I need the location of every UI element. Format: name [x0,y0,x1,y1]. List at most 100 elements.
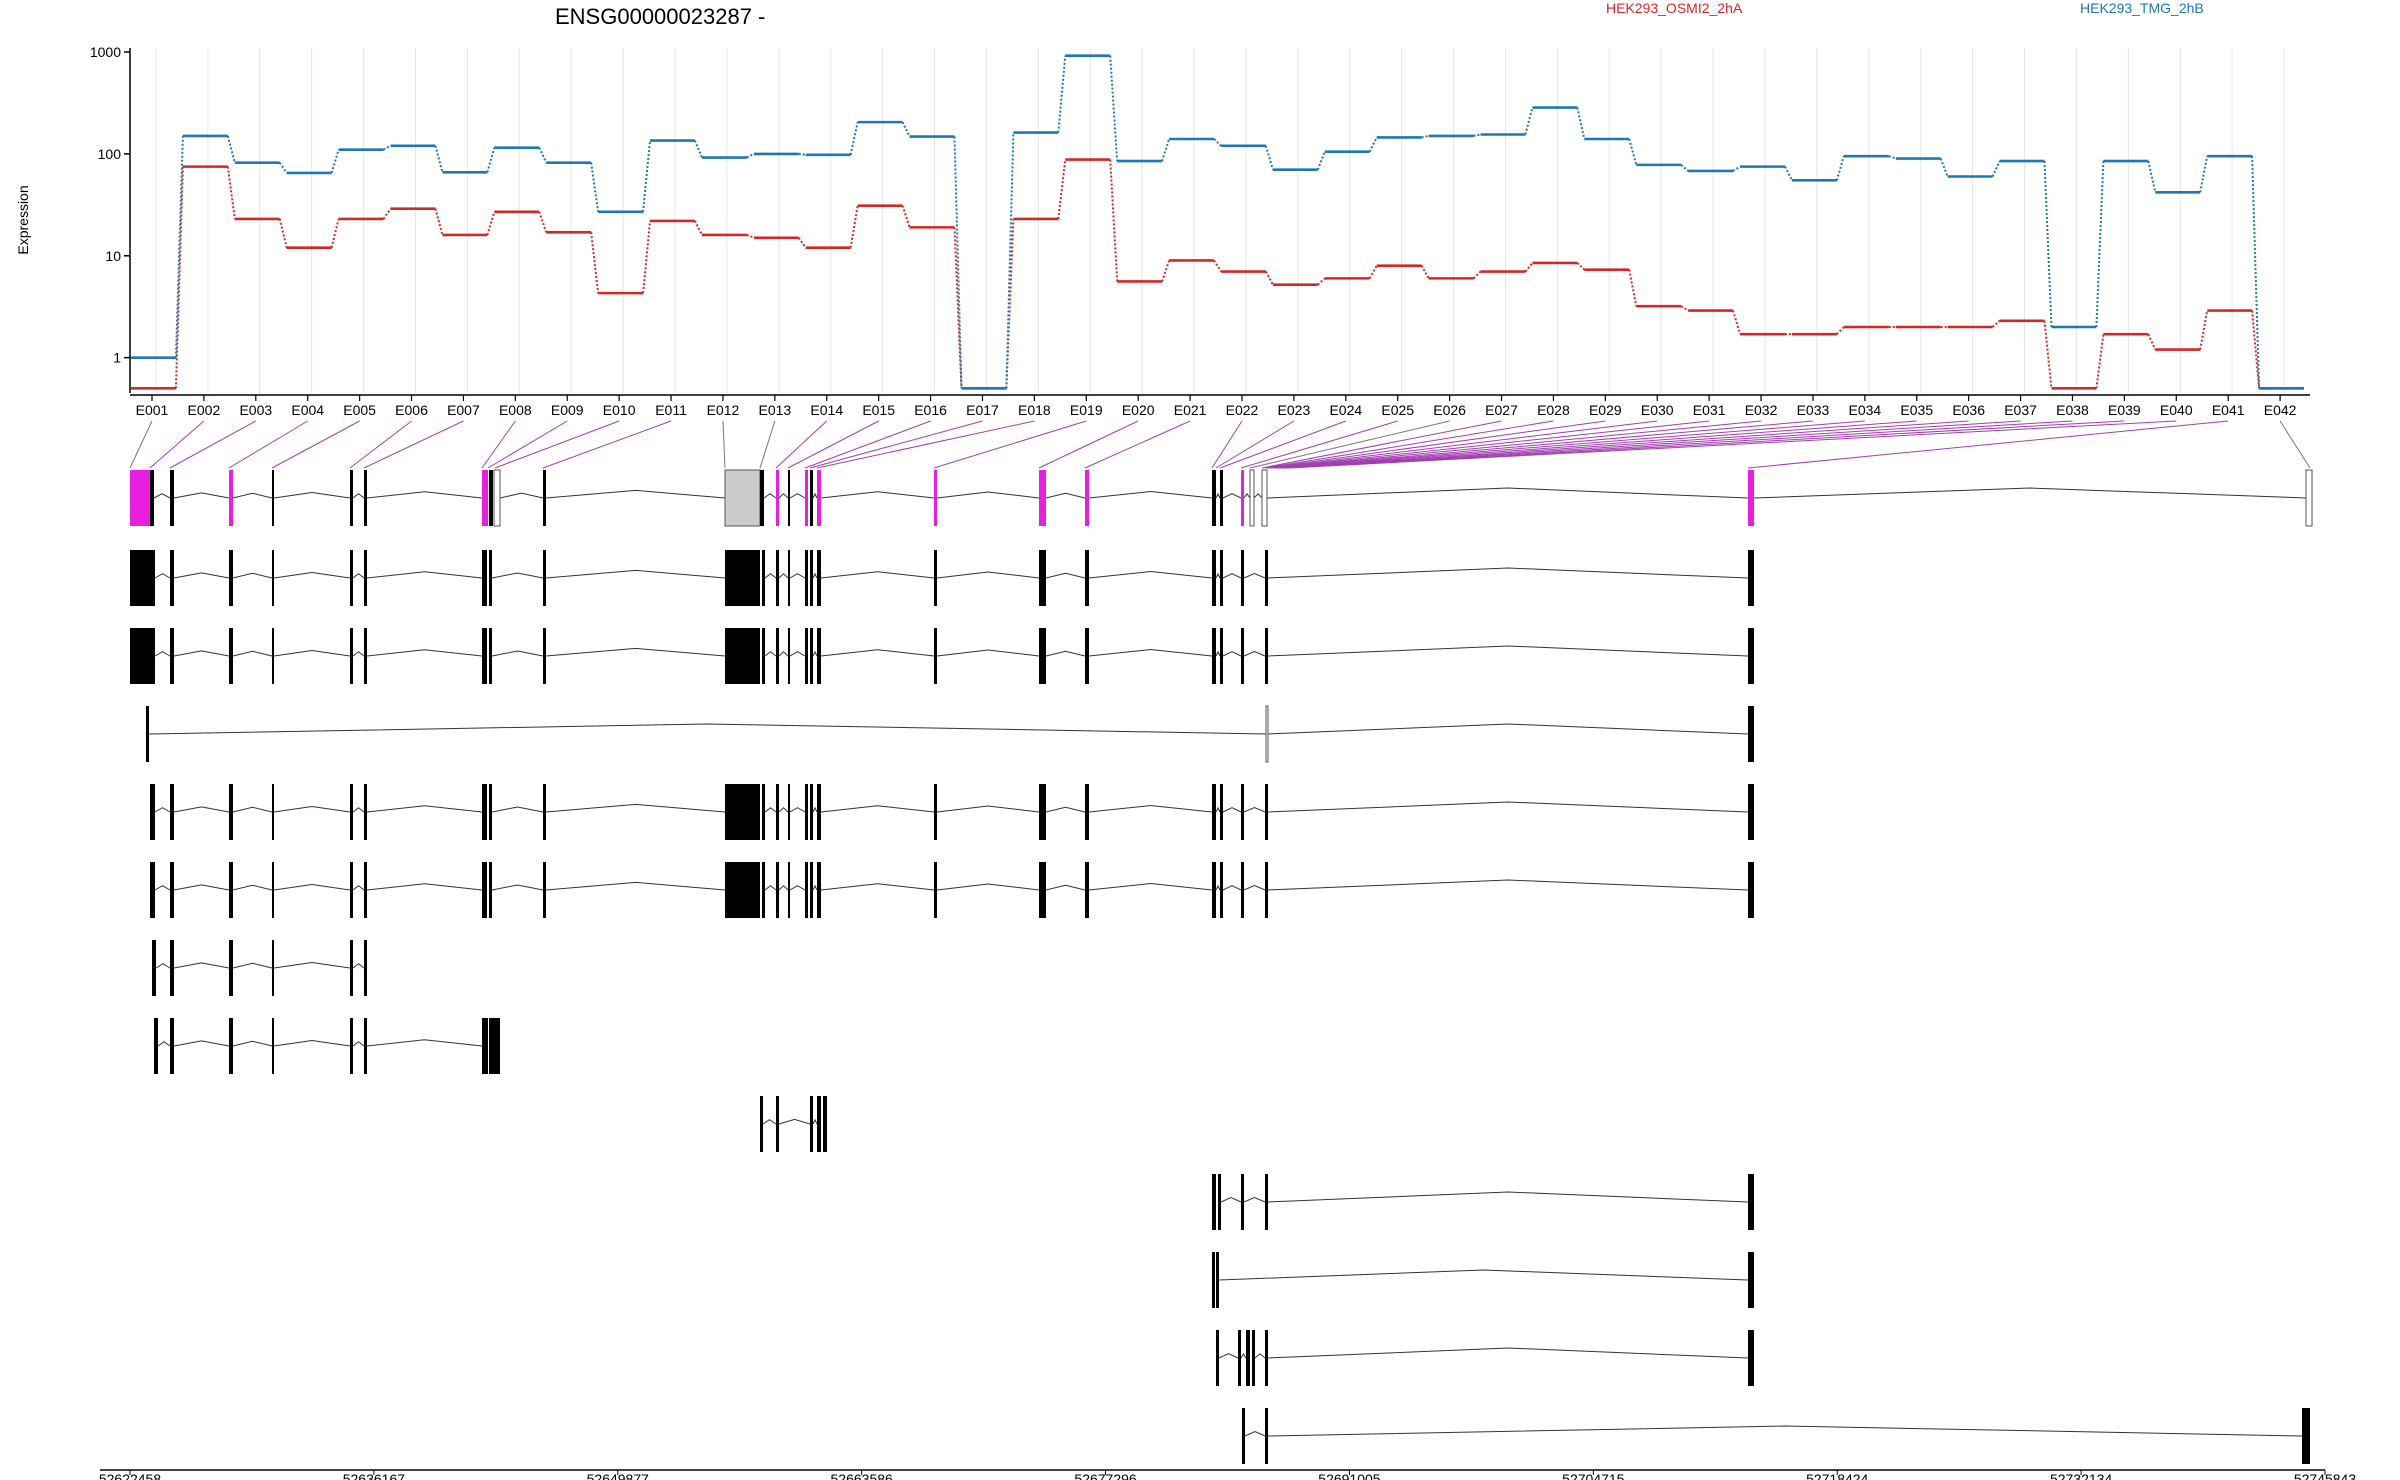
intron [1240,1352,1247,1359]
intron [1088,571,1213,579]
intron [1215,572,1221,579]
intron [232,572,273,579]
exon-link [1288,420,2177,469]
exon [810,628,813,684]
series-lines [131,54,2304,390]
exon [1249,469,1255,527]
genomic-tick-label: 52745843 [2294,1471,2357,1480]
exon [1748,784,1754,840]
intron [1253,493,1263,499]
exon [364,628,367,684]
exon-link [129,420,153,469]
exon [776,550,779,606]
intron [155,963,171,969]
intron [545,803,726,813]
intron [778,807,789,813]
x-tick-label: E038 [2056,402,2089,418]
intron [1045,650,1086,657]
intron [1222,573,1242,579]
exon [776,628,779,684]
series-line-tmg-transition [849,121,859,155]
intron [366,1039,483,1047]
exon [805,862,808,918]
intron [1267,1191,1749,1203]
series-line-tmg-transition [1264,145,1274,170]
series-line-tmg-transition [901,121,911,137]
x-tick-label: E019 [1070,402,1103,418]
exon-link [1272,420,1762,469]
x-tick-label: E031 [1693,402,1726,418]
intron [820,883,935,891]
intron [812,492,818,499]
exon [364,470,367,526]
series-line-osmi-transition [538,211,548,233]
exon [1212,628,1216,684]
intron [778,651,789,657]
exon-link [349,420,412,469]
x-tick-label: E010 [603,402,636,418]
x-tick-label: E027 [1485,402,1518,418]
x-tick-label: E030 [1641,402,1674,418]
series-line-tmg-transition [953,136,963,389]
series-line-tmg-transition [434,145,444,173]
intron [366,649,483,657]
exon [489,1018,500,1074]
exon-link [1282,420,2021,469]
exon [1241,862,1244,918]
transcript-track [130,550,1754,606]
exon [1039,862,1046,918]
exon [762,550,765,606]
intron [173,806,230,813]
exon [823,1096,827,1152]
x-tick-label: E042 [2264,402,2297,418]
x-tick-label: E037 [2004,402,2037,418]
exon [810,470,813,526]
intron [1215,806,1221,813]
exon [805,628,808,684]
series-line-tmg-transition [1628,138,1638,166]
intron [273,649,351,657]
intron [545,569,726,579]
exon [272,628,274,684]
y-tick-label: 1000 [90,44,121,60]
series-line-osmi-transition [953,227,963,389]
x-tick-label: E015 [862,402,895,418]
y-tick-label: 1 [113,350,121,366]
intron [1220,1197,1242,1203]
exon [146,706,149,762]
exon [1039,784,1046,840]
exon [1039,470,1046,526]
exon [482,784,487,840]
series-line-osmi-transition [1732,310,1742,335]
series-line-tmg-transition [278,162,288,174]
exon [170,784,174,840]
series-line-osmi-transition [382,208,392,220]
intron [366,805,483,813]
exon-link [1268,420,1658,469]
exon [272,470,274,526]
exon [805,784,808,840]
exon [934,784,937,840]
y-axis-label: Expression [15,185,31,254]
exon [1748,550,1754,606]
intron [812,884,818,891]
exon [1085,784,1089,840]
intron [173,572,230,579]
x-tick-label: E036 [1952,402,1985,418]
intron [762,1119,777,1125]
exon [725,862,760,918]
intron [936,491,1040,499]
intron [1267,1347,1749,1359]
intron [273,961,351,969]
series-line-tmg-transition [1939,158,1949,177]
intron [273,571,351,579]
exon [1218,1174,1221,1230]
series-line-tmg-transition [226,135,236,163]
series-line-osmi-transition [2147,333,2157,351]
exon-link [1084,420,1191,469]
series-line-tmg-transition [2043,161,2053,328]
exon-link [481,420,516,469]
exon [130,550,155,606]
exon [152,940,156,996]
intron [1088,883,1213,891]
